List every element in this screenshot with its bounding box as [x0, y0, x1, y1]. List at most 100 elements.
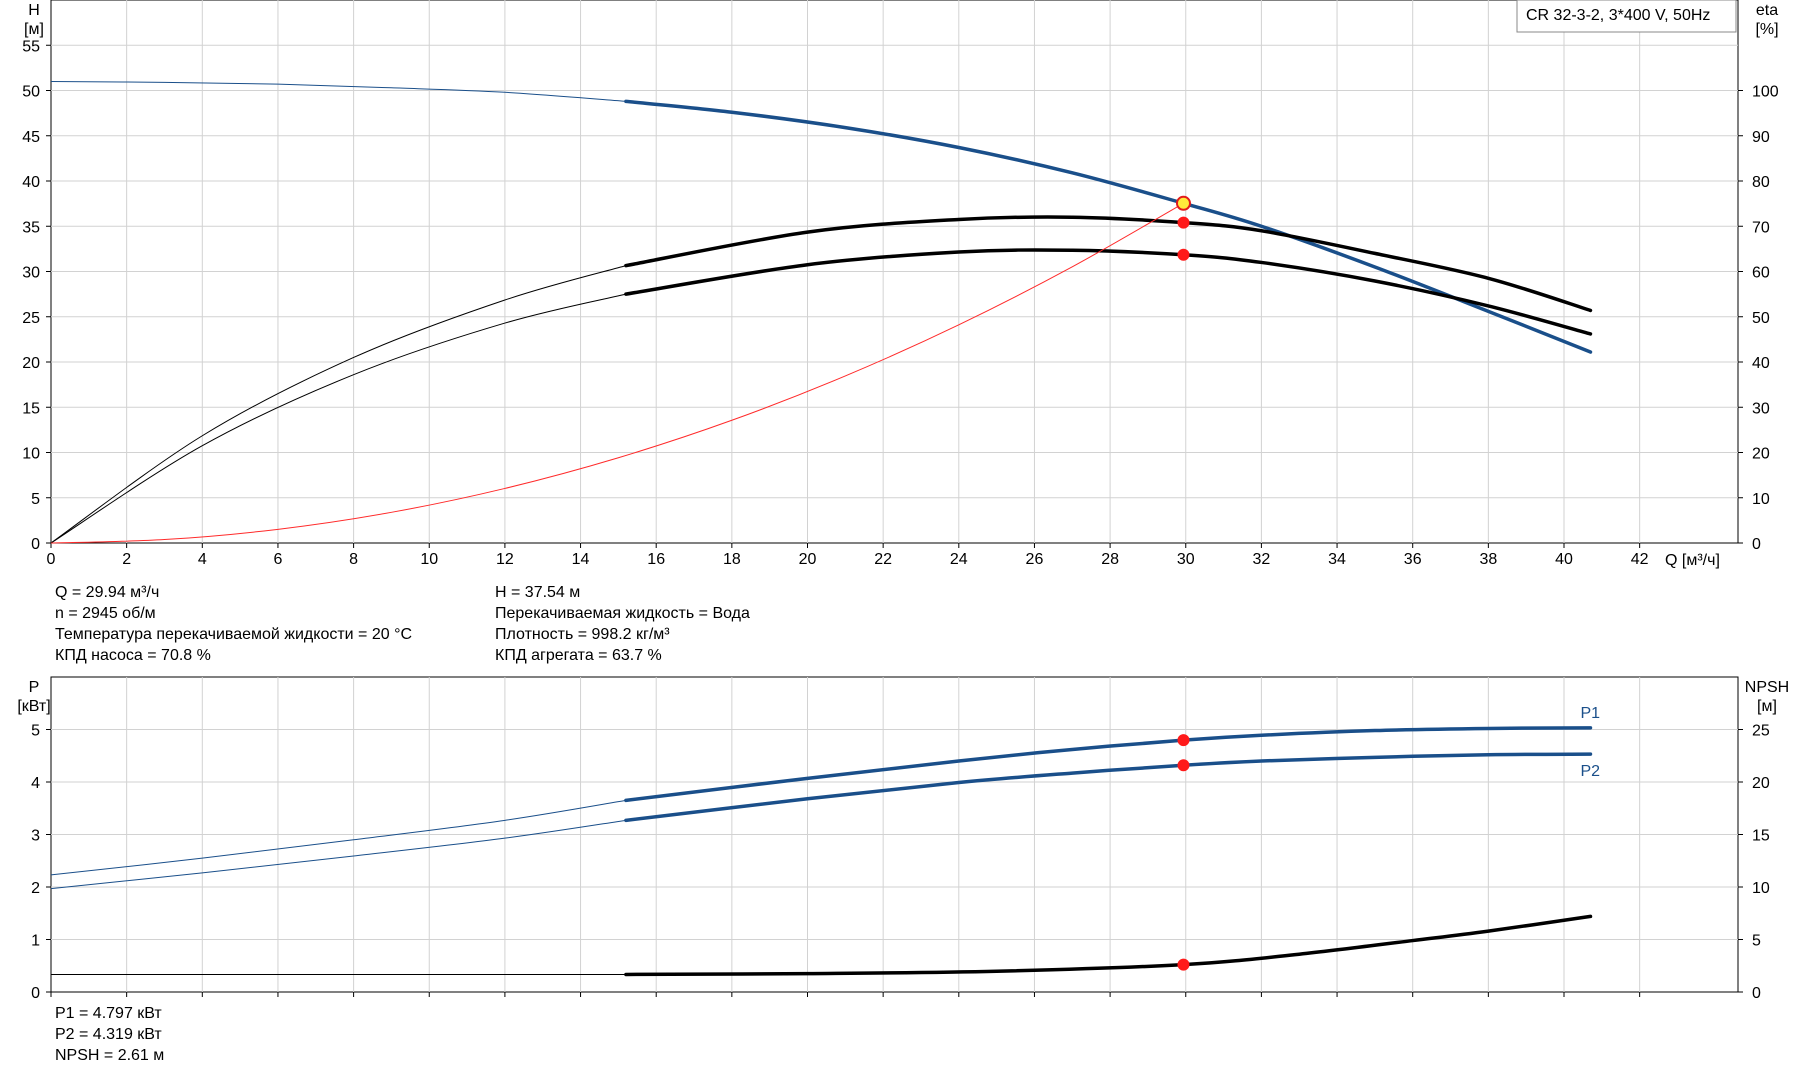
- duty-point-marker: [1177, 248, 1190, 261]
- x-tick-label: 16: [647, 551, 665, 568]
- x-tick-label: 6: [273, 551, 282, 568]
- y-axis-title-right-unit: [%]: [1755, 21, 1778, 38]
- y-axis-title-right: eta: [1756, 2, 1778, 19]
- info-density: Плотность = 998.2 кг/м³: [495, 626, 670, 643]
- y-tick-label-left: 0: [31, 985, 40, 1002]
- info-block-left: Q = 29.94 м³/ч n = 2945 об/м Температура…: [55, 582, 412, 666]
- y-axis-title-right: NPSH: [1745, 679, 1789, 696]
- info-speed: n = 2945 об/м: [55, 605, 156, 622]
- y-tick-label-left: 25: [22, 310, 40, 327]
- y-tick-label-left: 4: [31, 775, 40, 792]
- x-tick-label: 24: [950, 551, 968, 568]
- y-tick-label-right: 70: [1752, 219, 1770, 236]
- duty-point-marker: [1177, 958, 1190, 971]
- y-tick-label-right: 15: [1752, 828, 1770, 845]
- series-line-3: [50, 202, 1184, 544]
- y-axis-title-left: P: [29, 679, 40, 696]
- duty-point-marker: [1177, 216, 1190, 229]
- y-axis-title-left-unit: [кВт]: [17, 698, 50, 715]
- y-tick-label-right: 10: [1752, 491, 1770, 508]
- series-line-thin-0: [50, 799, 627, 876]
- x-tick-label: 14: [572, 551, 590, 568]
- y-tick-label-left: 10: [22, 446, 40, 463]
- x-axis-title: Q [м³/ч]: [1665, 552, 1720, 569]
- x-tick-label: 10: [420, 551, 438, 568]
- info-head: H = 37.54 м: [495, 584, 581, 601]
- x-tick-label: 38: [1479, 551, 1497, 568]
- y-tick-label-right: 20: [1752, 775, 1770, 792]
- x-tick-label: 20: [799, 551, 817, 568]
- y-tick-label-left: 15: [22, 400, 40, 417]
- series-label-p1: P1: [1580, 705, 1600, 722]
- y-tick-label-left: 5: [31, 723, 40, 740]
- y-tick-label-right: 5: [1752, 933, 1761, 950]
- duty-point-marker: [1177, 734, 1190, 747]
- x-tick-label: 22: [874, 551, 892, 568]
- y-tick-label-right: 100: [1752, 84, 1779, 101]
- x-tick-label: 28: [1101, 551, 1119, 568]
- y-tick-label-left: 50: [22, 84, 40, 101]
- series-line-thick-0: [624, 99, 1593, 354]
- y-tick-label-right: 25: [1752, 723, 1770, 740]
- series-line-thick-2: [624, 248, 1593, 336]
- series-line-thick-0: [624, 726, 1593, 803]
- info-block-bottom: P1 = 4.797 кВт P2 = 4.319 кВт NPSH = 2.6…: [55, 1003, 164, 1066]
- x-tick-label: 30: [1177, 551, 1195, 568]
- info-p1: P1 = 4.797 кВт: [55, 1005, 162, 1022]
- operating-point-marker: [1175, 195, 1191, 211]
- x-tick-label: 18: [723, 551, 741, 568]
- y-tick-label-right: 0: [1752, 536, 1761, 553]
- x-tick-label: 40: [1555, 551, 1573, 568]
- y-tick-label-right: 0: [1752, 985, 1761, 1002]
- info-npsh: NPSH = 2.61 м: [55, 1047, 165, 1064]
- x-tick-label: 2: [122, 551, 131, 568]
- y-axis-title-left: H: [28, 2, 40, 19]
- y-axis-title-left-unit: [м]: [24, 21, 44, 38]
- info-temperature: Температура перекачиваемой жидкости = 20…: [55, 626, 413, 643]
- series-line-thin-1: [50, 265, 627, 544]
- y-tick-label-right: 40: [1752, 355, 1770, 372]
- x-tick-label: 4: [198, 551, 207, 568]
- y-tick-label-right: 10: [1752, 880, 1770, 897]
- series-line-thick-1: [624, 752, 1593, 823]
- y-tick-label-right: 60: [1752, 265, 1770, 282]
- series-line-thin-2: [50, 293, 627, 544]
- x-tick-label: 12: [496, 551, 514, 568]
- chart-title: CR 32-3-2, 3*400 V, 50Hz: [1526, 7, 1710, 24]
- y-tick-label-right: 80: [1752, 174, 1770, 191]
- x-tick-label: 36: [1404, 551, 1422, 568]
- series-label-p2: P2: [1580, 763, 1600, 780]
- y-tick-label-left: 1: [31, 933, 40, 950]
- y-tick-label-left: 35: [22, 219, 40, 236]
- y-tick-label-left: 2: [31, 880, 40, 897]
- y-tick-label-left: 30: [22, 265, 40, 282]
- x-tick-label: 34: [1328, 551, 1346, 568]
- chart-title-box: [1516, 0, 1737, 33]
- y-tick-label-left: 5: [31, 491, 40, 508]
- info-flow: Q = 29.94 м³/ч: [55, 584, 160, 601]
- info-p2: P2 = 4.319 кВт: [55, 1026, 162, 1043]
- info-liquid: Перекачиваемая жидкость = Вода: [495, 605, 750, 622]
- y-tick-label-left: 55: [22, 38, 40, 55]
- y-tick-label-left: 45: [22, 129, 40, 146]
- info-pump-efficiency: КПД насоса = 70.8 %: [55, 647, 211, 664]
- x-tick-label: 8: [349, 551, 358, 568]
- y-tick-label-right: 50: [1752, 310, 1770, 327]
- y-tick-label-right: 20: [1752, 446, 1770, 463]
- y-tick-label-left: 0: [31, 536, 40, 553]
- info-unit-efficiency: КПД агрегата = 63.7 %: [495, 647, 662, 664]
- y-axis-title-right-unit: [м]: [1757, 698, 1777, 715]
- y-tick-label-right: 30: [1752, 400, 1770, 417]
- series-line-thin-0: [50, 80, 626, 102]
- y-tick-label-right: 90: [1752, 129, 1770, 146]
- x-tick-label: 42: [1631, 551, 1649, 568]
- series-line-thick-1: [624, 215, 1593, 313]
- x-tick-label: 32: [1253, 551, 1271, 568]
- y-tick-label-left: 3: [31, 828, 40, 845]
- x-tick-label: 0: [47, 551, 56, 568]
- y-tick-label-left: 40: [22, 174, 40, 191]
- duty-point-marker: [1177, 759, 1190, 772]
- x-tick-label: 26: [1026, 551, 1044, 568]
- info-block-right: H = 37.54 м Перекачиваемая жидкость = Во…: [495, 582, 750, 666]
